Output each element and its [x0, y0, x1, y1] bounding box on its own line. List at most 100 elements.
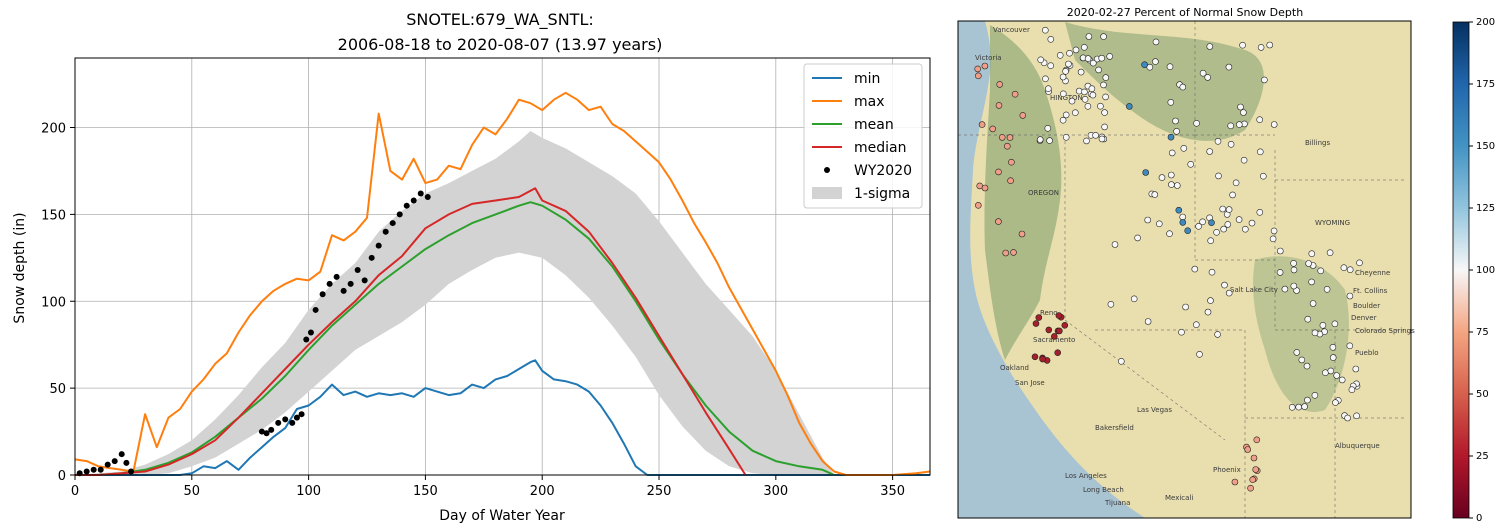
map-place-label: Las Vegas: [1137, 406, 1172, 414]
station-marker: [1107, 300, 1115, 308]
station-marker: [1327, 367, 1335, 375]
station-marker: [1056, 327, 1063, 335]
station-marker: [1298, 356, 1306, 364]
station-marker: [1256, 116, 1264, 123]
station-marker: [989, 125, 997, 133]
station-marker: [1193, 321, 1200, 329]
station-marker: [1227, 122, 1235, 130]
colorbar-tick-label: 100: [1476, 265, 1495, 276]
x-axis-label: Day of Water Year: [439, 508, 565, 524]
station-marker: [1333, 372, 1341, 379]
station-marker: [1240, 156, 1248, 164]
station-marker: [1353, 412, 1360, 420]
station-marker: [1266, 41, 1274, 49]
wy2020-point: [118, 451, 125, 458]
wy2020-point: [104, 461, 111, 468]
station-marker: [1089, 91, 1097, 99]
station-marker: [1111, 241, 1119, 248]
station-marker: [1085, 33, 1093, 40]
station-marker: [1002, 249, 1010, 257]
station-marker: [1118, 357, 1125, 365]
wy2020-point: [289, 419, 296, 426]
wy2020-point: [361, 277, 368, 284]
station-marker: [981, 62, 989, 70]
wy2020-point: [375, 242, 382, 249]
station-marker: [995, 218, 1002, 225]
station-marker: [1204, 74, 1212, 81]
station-marker: [1090, 59, 1097, 67]
station-marker: [1044, 125, 1052, 132]
station-marker: [1311, 391, 1319, 399]
station-marker: [1056, 51, 1064, 59]
station-marker: [1062, 134, 1070, 141]
station-marker: [1095, 66, 1102, 74]
station-marker: [1168, 149, 1176, 157]
wy2020-point: [268, 426, 275, 433]
station-marker: [1214, 138, 1222, 145]
station-marker: [1295, 403, 1303, 411]
station-marker: [1062, 111, 1070, 119]
station-marker: [1257, 44, 1265, 51]
station-marker: [1059, 116, 1067, 124]
colorbar-tick-label: 125: [1476, 203, 1495, 214]
ocean: [958, 21, 1145, 518]
station-marker: [1276, 269, 1284, 276]
station-marker: [1322, 369, 1329, 377]
map-place-label: Cheyenne: [1355, 269, 1390, 277]
station-marker: [1018, 230, 1026, 238]
station-marker: [1340, 264, 1348, 272]
map-place-label: Bakersfield: [1095, 424, 1134, 432]
station-marker: [1158, 174, 1166, 181]
station-marker: [1084, 55, 1092, 62]
station-marker: [1168, 181, 1175, 188]
wy2020-point: [403, 202, 410, 209]
station-marker: [1323, 285, 1331, 293]
wy2020-point: [340, 287, 347, 294]
station-marker: [1146, 63, 1154, 71]
wy2020-point: [326, 280, 333, 287]
station-marker: [1207, 297, 1214, 304]
station-marker: [1235, 216, 1243, 223]
map-place-label: Ft. Collins: [1353, 287, 1388, 295]
legend-label: median: [854, 140, 906, 156]
map-place-label: WYOMING: [1315, 219, 1350, 227]
station-marker: [1224, 221, 1232, 228]
colorbar-tick-label: 75: [1476, 327, 1489, 338]
station-marker: [1175, 206, 1183, 214]
station-marker: [1248, 219, 1256, 227]
wy2020-point: [83, 468, 90, 475]
station-marker: [1232, 179, 1240, 187]
station-marker: [1045, 85, 1052, 92]
station-marker: [1007, 177, 1014, 184]
station-marker: [1199, 218, 1206, 226]
station-marker: [1237, 103, 1244, 111]
map-place-label: Tijuana: [1104, 499, 1130, 507]
station-marker: [1235, 121, 1243, 128]
map-place-label: Phoenix: [1213, 466, 1241, 474]
y-tick-label: 100: [41, 295, 66, 310]
station-marker: [1352, 365, 1360, 373]
x-tick-label: 200: [530, 484, 555, 499]
station-marker: [1180, 145, 1188, 152]
wy2020-point: [382, 228, 389, 235]
plot-area: 0 50 100 150 200 250 300 350 0 50 100 150 200: [41, 57, 931, 499]
colorbar-tick-label: 200: [1476, 17, 1495, 28]
station-marker: [1239, 41, 1246, 49]
station-marker: [1207, 237, 1215, 244]
map-place-label: Vancouver: [993, 26, 1030, 34]
station-marker: [995, 168, 1002, 176]
station-marker: [1346, 292, 1354, 300]
station-marker: [1055, 312, 1063, 319]
station-marker: [1102, 93, 1109, 101]
station-marker: [1309, 300, 1317, 307]
station-marker: [1329, 354, 1337, 361]
station-marker: [1059, 73, 1067, 81]
station-marker: [1326, 249, 1334, 256]
station-marker: [1031, 353, 1039, 361]
x-tick-label: 50: [184, 484, 201, 499]
rockies-north: [1065, 22, 1264, 141]
station-marker: [1081, 43, 1088, 51]
station-marker: [1184, 227, 1191, 234]
series-line-max: [74, 91, 931, 476]
station-marker: [1126, 103, 1133, 110]
